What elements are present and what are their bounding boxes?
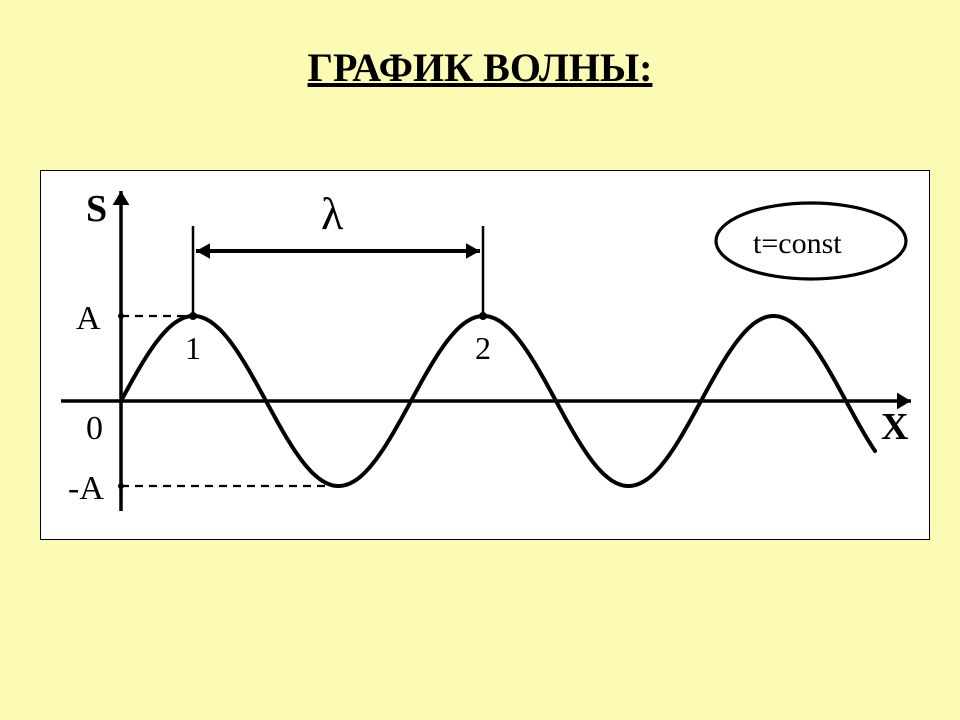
tick-neg-a [118, 483, 124, 489]
peak1-dot [189, 312, 197, 320]
label-zero: 0 [86, 410, 103, 447]
lambda-arrow-left [196, 243, 210, 258]
label-s: S [86, 188, 107, 230]
lambda-arrow-right [466, 243, 480, 258]
label-x: X [881, 406, 908, 448]
label-lambda: λ [321, 188, 344, 239]
label-neg-a: -A [68, 470, 104, 507]
y-axis-arrow [113, 191, 130, 205]
peak2-dot [479, 312, 487, 320]
label-a: A [76, 300, 101, 337]
wave-svg: S X A -A 0 λ 1 2 t=const [41, 171, 931, 541]
page: ГРАФИК ВОЛНЫ: S X A -A 0 λ 1 2 t=const [0, 0, 960, 720]
label-peak-1: 1 [185, 330, 201, 366]
tick-a [118, 313, 124, 319]
label-peak-2: 2 [475, 330, 491, 366]
wave-diagram: S X A -A 0 λ 1 2 t=const [40, 170, 930, 540]
label-tconst: t=const [753, 227, 842, 260]
page-title: ГРАФИК ВОЛНЫ: [308, 44, 653, 91]
